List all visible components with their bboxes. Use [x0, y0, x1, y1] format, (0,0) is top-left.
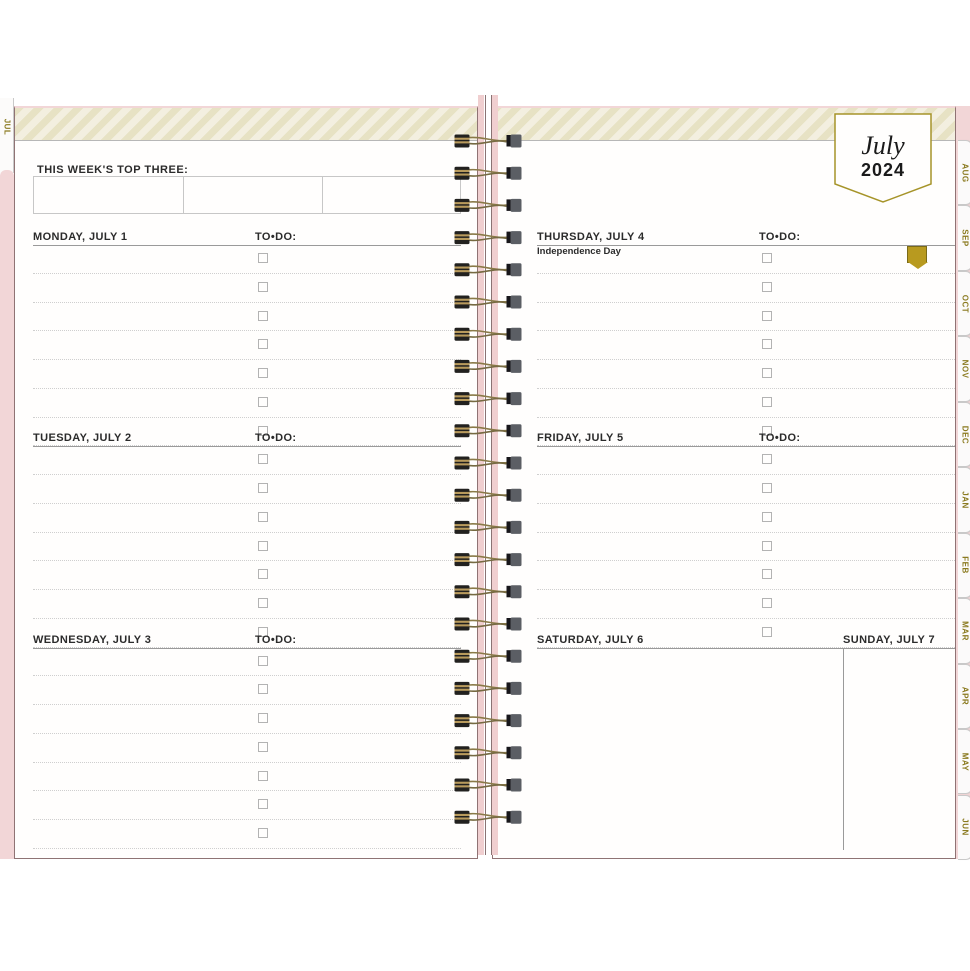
svg-text:July: July	[861, 131, 905, 160]
svg-text:2024: 2024	[861, 160, 905, 180]
